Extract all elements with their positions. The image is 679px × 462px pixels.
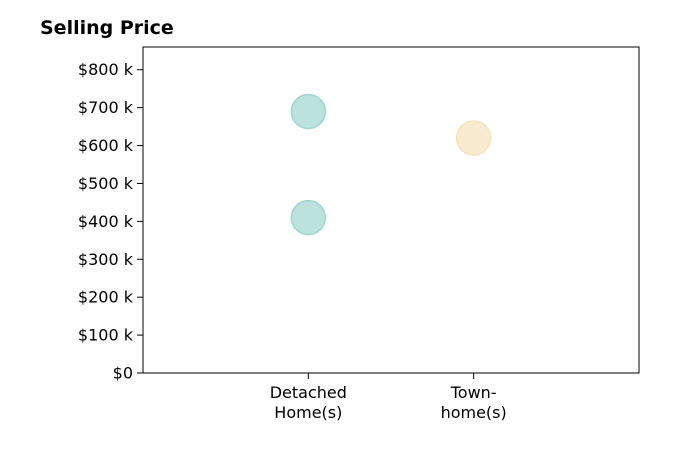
data-points [290,93,492,236]
y-tick-label: $700 k [78,98,134,117]
chart-title: Selling Price [40,17,174,39]
data-point [290,199,327,236]
x-tick-label: Detached [270,383,347,402]
data-point [290,93,327,130]
x-tick-label: home(s) [441,403,507,422]
y-tick-label: $300 k [78,250,134,269]
data-point [455,120,492,156]
y-tick-label: $600 k [78,136,134,155]
plot-area [142,46,640,374]
y-tick-label: $800 k [78,60,134,79]
y-tick-label: $0 [113,364,133,383]
y-tick-label: $500 k [78,174,134,193]
y-tick-label: $200 k [78,288,134,307]
y-axis: $0 $100 k $200 k $300 k $400 k $500 k $600 k $7… [78,60,143,383]
y-tick-label: $100 k [78,326,134,345]
x-tick-label: Town- [450,383,497,402]
y-tick-label: $400 k [78,212,134,231]
x-tick-label: Home(s) [274,403,342,422]
